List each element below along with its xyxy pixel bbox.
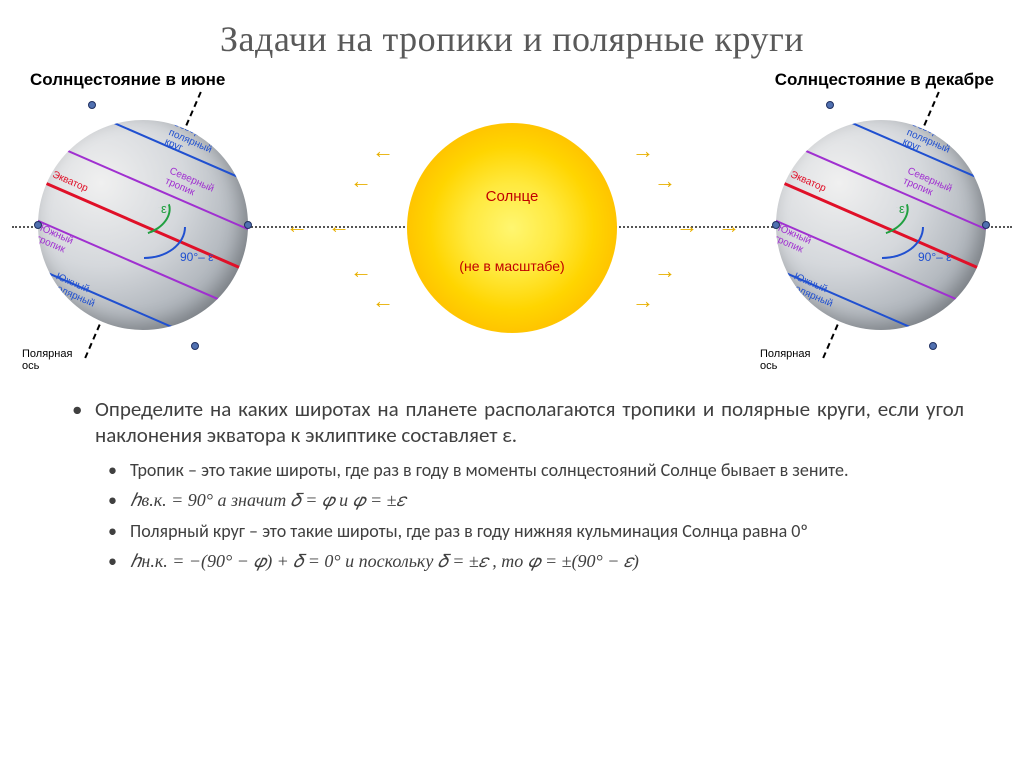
label-s-tropic: Южный тропик [776, 224, 812, 257]
ray-arrow: → [654, 170, 676, 192]
label-s-polar: Южный полярный круг [46, 272, 101, 319]
ray-arrow: ← [328, 215, 350, 237]
solution-list: Тропик – это такие широты, где раз в год… [0, 448, 1024, 573]
axis-node [88, 101, 96, 109]
earth-sphere: Северный полярный круг Северный тропик Э… [38, 120, 248, 330]
subtitle-june: Солнцестояние в июне [30, 70, 225, 90]
ray-arrow: → [654, 260, 676, 282]
axis-node [929, 342, 937, 350]
ray-arrow: ← [350, 260, 372, 282]
label-n-tropic: Северный тропик [163, 167, 215, 205]
angle-eps-label: ε [899, 201, 905, 216]
ecliptic-node [244, 221, 252, 229]
ray-arrow: ← [286, 215, 308, 237]
label-n-polar: Северный полярный круг [163, 120, 219, 166]
sun [407, 123, 617, 333]
ecliptic-node [772, 221, 780, 229]
bullet-polar-def: Полярный круг – это такие широты, где ра… [130, 519, 964, 543]
subtitle-december: Солнцестояние в декабре [775, 70, 994, 90]
earth-june: Северный полярный круг Северный тропик Э… [28, 110, 258, 340]
axis-label: Полярная ось [760, 348, 810, 372]
ray-arrow: ← [350, 170, 372, 192]
bullet-polar-formula: ℎн.к. = −(90° − 𝜑) + 𝛿 = 0° и поскольку … [130, 549, 964, 573]
axis-label: Полярная ось [22, 348, 72, 372]
bullet-tropic-def: Тропик – это такие широты, где раз в год… [130, 458, 964, 482]
angle-90eps-label: 90°– ε [180, 250, 214, 264]
bullet-tropic-formula: ℎв.к. = 90° а значит 𝛿 = 𝜑 и 𝜑 = ±𝜀 [130, 488, 964, 512]
label-n-tropic: Северный тропик [901, 167, 953, 205]
axis-node [826, 101, 834, 109]
ray-arrow: → [632, 140, 654, 162]
ray-arrow: → [632, 290, 654, 312]
solstice-diagram: Солнцестояние в июне Солнцестояние в дек… [0, 70, 1024, 390]
label-n-polar: Северный полярный круг [901, 120, 957, 166]
angle-eps-label: ε [161, 201, 167, 216]
earth-december: Северный полярный круг Северный тропик Э… [766, 110, 996, 340]
ray-arrow: ← [372, 140, 394, 162]
sun-name-label: Солнце [486, 188, 539, 205]
ecliptic-node [34, 221, 42, 229]
sun-scale-label: (не в масштабе) [459, 258, 564, 274]
problem-statement: Определите на каких широтах на планете р… [0, 396, 1024, 448]
label-s-tropic: Южный тропик [38, 224, 74, 257]
angle-90eps-label: 90°– ε [918, 250, 952, 264]
ecliptic-node [982, 221, 990, 229]
earth-sphere: Северный полярный круг Северный тропик Э… [776, 120, 986, 330]
ray-arrow: ← [372, 290, 394, 312]
axis-node [191, 342, 199, 350]
page-title: Задачи на тропики и полярные круги [0, 0, 1024, 60]
ray-arrow: → [718, 215, 740, 237]
label-s-polar: Южный полярный круг [784, 272, 839, 319]
ray-arrow: → [676, 215, 698, 237]
